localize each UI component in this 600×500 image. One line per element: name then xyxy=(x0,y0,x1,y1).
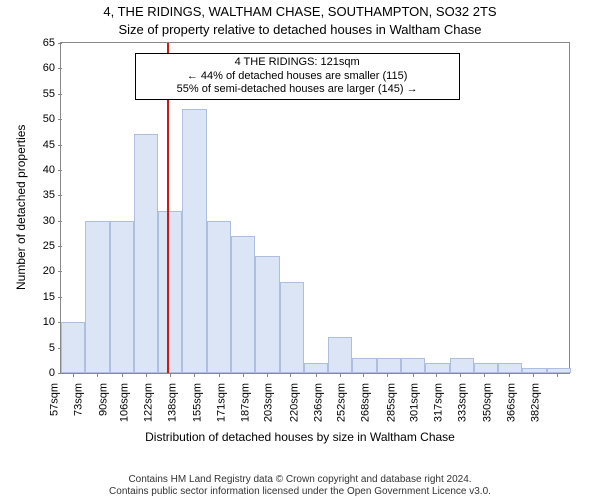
y-tick: 50 xyxy=(43,113,61,125)
y-tick: 35 xyxy=(43,189,61,201)
y-axis-label: Number of detached properties xyxy=(14,124,28,289)
x-tick: 268sqm xyxy=(360,379,372,422)
footer-line2: Contains public sector information licen… xyxy=(0,486,600,498)
histogram-bar xyxy=(280,282,304,373)
histogram-bar xyxy=(352,358,376,373)
x-tick: 90sqm xyxy=(98,379,110,416)
chart-title-line2: Size of property relative to detached ho… xyxy=(0,20,600,38)
chart-footer: Contains HM Land Registry data © Crown c… xyxy=(0,474,600,498)
y-tick: 25 xyxy=(43,240,61,252)
histogram-bar xyxy=(110,221,134,373)
histogram-bar xyxy=(377,358,401,373)
x-tick: 317sqm xyxy=(433,379,445,422)
x-tick: 382sqm xyxy=(530,379,542,422)
x-tick: 155sqm xyxy=(191,379,203,422)
histogram-bar xyxy=(547,368,571,373)
y-tick: 65 xyxy=(43,37,61,49)
histogram-bar xyxy=(207,221,231,373)
y-tick: 30 xyxy=(43,215,61,227)
x-tick: 73sqm xyxy=(72,379,84,416)
histogram-bar xyxy=(182,109,206,373)
histogram-bar xyxy=(401,358,425,373)
histogram-bar xyxy=(134,134,158,373)
x-tick: 187sqm xyxy=(239,379,251,422)
annotation-box: 4 THE RIDINGS: 121sqm← 44% of detached h… xyxy=(135,53,460,100)
y-tick: 40 xyxy=(43,164,61,176)
histogram-bar xyxy=(231,236,255,373)
y-tick: 15 xyxy=(43,291,61,303)
histogram-bar xyxy=(304,363,328,373)
chart-container: { "title_line1": "4, THE RIDINGS, WALTHA… xyxy=(0,0,600,500)
x-tick: 220sqm xyxy=(288,379,300,422)
x-tick: 122sqm xyxy=(142,379,154,422)
histogram-bar xyxy=(61,322,85,373)
x-tick: 350sqm xyxy=(482,379,494,422)
x-tick: 301sqm xyxy=(409,379,421,422)
histogram-bar xyxy=(522,368,546,373)
histogram-bar xyxy=(474,363,498,373)
x-tick: 252sqm xyxy=(336,379,348,422)
x-tick: 236sqm xyxy=(312,379,324,422)
y-tick: 20 xyxy=(43,265,61,277)
x-tick: 106sqm xyxy=(118,379,130,422)
plot-area: 0510152025303540455055606557sqm73sqm90sq… xyxy=(60,42,570,374)
x-tick: 203sqm xyxy=(263,379,275,422)
histogram-bar xyxy=(85,221,109,373)
x-tick: 57sqm xyxy=(48,379,60,416)
histogram-bar xyxy=(328,337,352,373)
x-tick: 285sqm xyxy=(385,379,397,422)
annotation-line: 4 THE RIDINGS: 121sqm xyxy=(140,56,455,70)
y-tick: 45 xyxy=(43,139,61,151)
x-tick: 366sqm xyxy=(506,379,518,422)
y-tick: 55 xyxy=(43,88,61,100)
x-axis-label: Distribution of detached houses by size … xyxy=(0,430,600,444)
histogram-bar xyxy=(255,256,279,373)
annotation-line: ← 44% of detached houses are smaller (11… xyxy=(140,70,455,84)
x-tick: 138sqm xyxy=(166,379,178,422)
histogram-bar xyxy=(158,211,182,373)
histogram-bar xyxy=(498,363,522,373)
y-tick: 5 xyxy=(49,342,61,354)
footer-line1: Contains HM Land Registry data © Crown c… xyxy=(0,474,600,486)
y-tick: 10 xyxy=(43,316,61,328)
x-tick: 333sqm xyxy=(457,379,469,422)
x-tick: 171sqm xyxy=(215,379,227,422)
histogram-bar xyxy=(425,363,449,373)
histogram-bar xyxy=(450,358,474,373)
y-tick: 60 xyxy=(43,62,61,74)
chart-title-line1: 4, THE RIDINGS, WALTHAM CHASE, SOUTHAMPT… xyxy=(0,0,600,20)
y-tick: 0 xyxy=(49,367,61,379)
annotation-line: 55% of semi-detached houses are larger (… xyxy=(140,83,455,97)
